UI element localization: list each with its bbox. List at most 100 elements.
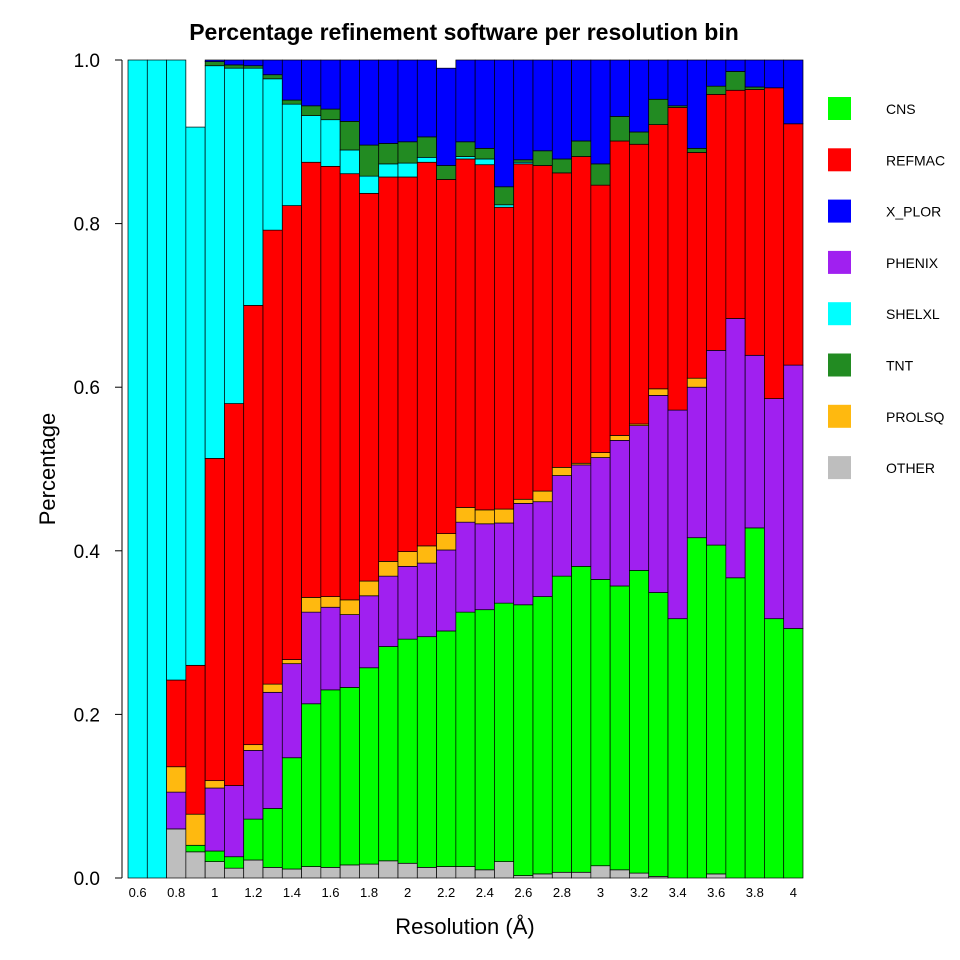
bar-segment-x-plor-1.5	[301, 59, 322, 107]
bar-segment-refmac-1.8	[359, 192, 380, 582]
bar-segment-shelxl-1.1	[224, 67, 245, 404]
bar-segment-tnt-3.7	[725, 71, 746, 91]
x-tick-label: 0.8	[167, 885, 185, 900]
bar-segment-other-0.8	[166, 828, 187, 879]
bar-segment-shelxl-0.9	[185, 126, 206, 666]
bar-segment-x-plor-2.2	[436, 67, 457, 166]
legend-label-shelxl: SHELXL	[886, 306, 940, 322]
x-tick-label: 1	[211, 885, 218, 900]
bar-segment-shelxl-1.8	[359, 175, 380, 194]
bar-segment-tnt-3.5	[686, 147, 707, 153]
bar-segment-refmac-2.3	[455, 158, 476, 508]
legend-swatch-refmac	[828, 148, 851, 172]
bar-segment-refmac-2.4	[474, 164, 495, 511]
bar-segment-prolsq-0.9	[185, 813, 206, 846]
bar-segment-tnt-2.2	[436, 165, 457, 180]
bar-segment-x-plor-2.8	[551, 59, 572, 160]
legend-label-x-plor: X_PLOR	[886, 204, 941, 220]
bar-segment-refmac-1.7	[339, 173, 360, 601]
bar-segment-refmac-3.7	[725, 89, 746, 319]
bar-segment-refmac-3	[590, 184, 611, 453]
bar-segment-x-plor-1.2	[243, 59, 264, 67]
bar-segment-refmac-2.8	[551, 172, 572, 468]
bar-segment-cns-1.8	[359, 667, 380, 865]
y-tick-label: 1.0	[74, 51, 100, 72]
bar-segment-tnt-1.3	[262, 74, 283, 80]
bar-segment-x-plor-3	[590, 59, 611, 165]
bar-segment-cns-1.4	[281, 757, 302, 870]
bar-segment-x-plor-2.6	[513, 59, 534, 161]
bar-segment-cns-0.9	[185, 844, 206, 853]
bar-segment-prolsq-3.5	[686, 377, 707, 388]
x-tick-label: 3.4	[669, 885, 687, 900]
bar-segment-tnt-3.2	[629, 131, 650, 145]
bar-segment-phenix-2.4	[474, 523, 495, 611]
bar-segment-refmac-1.4	[281, 205, 302, 660]
y-axis-title: Percentage	[35, 413, 60, 526]
bar-segment-x-plor-2.3	[455, 59, 476, 143]
bar-segment-phenix-2.1	[416, 562, 437, 638]
bar-segment-cns-3.4	[667, 618, 688, 879]
legend-swatch-x-plor	[828, 199, 851, 223]
bar-segment-other-2.7	[532, 873, 553, 879]
bar-segment-prolsq-2.6	[513, 498, 534, 504]
bar-segment-shelxl-0.6	[127, 59, 148, 879]
bar-segment-refmac-2.2	[436, 179, 457, 534]
bar-segment-cns-3.8	[744, 527, 765, 879]
bar-segment-phenix-1.1	[224, 785, 245, 858]
bar-segment-tnt-1.6	[320, 108, 341, 121]
bar-segment-x-plor-3.3	[648, 59, 669, 100]
x-tick-label: 1.8	[360, 885, 378, 900]
bar-segment-shelxl-1.5	[301, 115, 322, 163]
bar-segment-prolsq-1.2	[243, 744, 264, 751]
bar-segment-phenix-1.3	[262, 691, 283, 809]
bar-segment-cns-1.3	[262, 808, 283, 868]
bar-segment-tnt-1.7	[339, 120, 360, 151]
x-tick-label: 3	[597, 885, 604, 900]
bar-segment-refmac-3.5	[686, 152, 707, 379]
bar-segment-phenix-2	[397, 565, 418, 640]
bar-segment-cns-2.8	[551, 575, 572, 873]
bar-segment-prolsq-3	[590, 452, 611, 458]
bar-segment-refmac-1.1	[224, 403, 245, 786]
bar-segment-phenix-3.6	[706, 350, 727, 546]
bar-segment-phenix-2.2	[436, 549, 457, 632]
legend-swatch-shelxl	[828, 302, 851, 326]
bar-segment-tnt-2.1	[416, 136, 437, 158]
bar-segment-shelxl-0.7	[146, 59, 167, 879]
bar-segment-tnt-3.6	[706, 85, 727, 95]
bar-segment-prolsq-1	[204, 780, 225, 789]
bar-segment-tnt-3.3	[648, 98, 669, 125]
bar-segment-other-2.1	[416, 867, 437, 879]
bar-segment-tnt-1.5	[301, 105, 322, 116]
bar-segment-phenix-2.3	[455, 521, 476, 613]
legend-swatch-phenix	[828, 250, 851, 274]
bar-segment-x-plor-1	[204, 59, 225, 62]
bar-segment-x-plor-3.5	[686, 59, 707, 149]
bar-segment-x-plor-3.6	[706, 59, 727, 87]
bar-segment-phenix-3.3	[648, 395, 669, 593]
bar-segment-x-plor-1.7	[339, 59, 360, 122]
bar-segment-cns-2.6	[513, 604, 534, 876]
bar-segment-cns-3.2	[629, 570, 650, 874]
x-tick-label: 3.6	[707, 885, 725, 900]
bar-segment-shelxl-1.2	[243, 67, 264, 306]
bar-segment-phenix-2.8	[551, 475, 572, 577]
bar-segment-tnt-2.5	[494, 186, 515, 206]
bar-segment-x-plor-3.2	[629, 59, 650, 133]
bar-segment-phenix-2.5	[494, 522, 515, 604]
bar-segment-tnt-2.9	[571, 140, 592, 157]
bar-segment-prolsq-1.5	[301, 597, 322, 613]
bar-segment-shelxl-1.3	[262, 78, 283, 231]
bar-segment-refmac-1.6	[320, 165, 341, 597]
bar-segment-other-2.2	[436, 866, 457, 879]
bar-segment-cns-3	[590, 579, 611, 867]
bar-segment-prolsq-1.3	[262, 683, 283, 693]
bar-segment-cns-2.1	[416, 636, 437, 868]
bar-segment-cns-1.5	[301, 703, 322, 867]
y-axis: 0.0 0.2 0.4 0.6 0.8 1.0	[74, 51, 123, 890]
bar-segment-shelxl-1.6	[320, 119, 341, 167]
bar-segment-refmac-2.9	[571, 156, 592, 464]
bar-segment-cns-1.6	[320, 689, 341, 868]
bar-segment-tnt-1.4	[281, 99, 302, 105]
